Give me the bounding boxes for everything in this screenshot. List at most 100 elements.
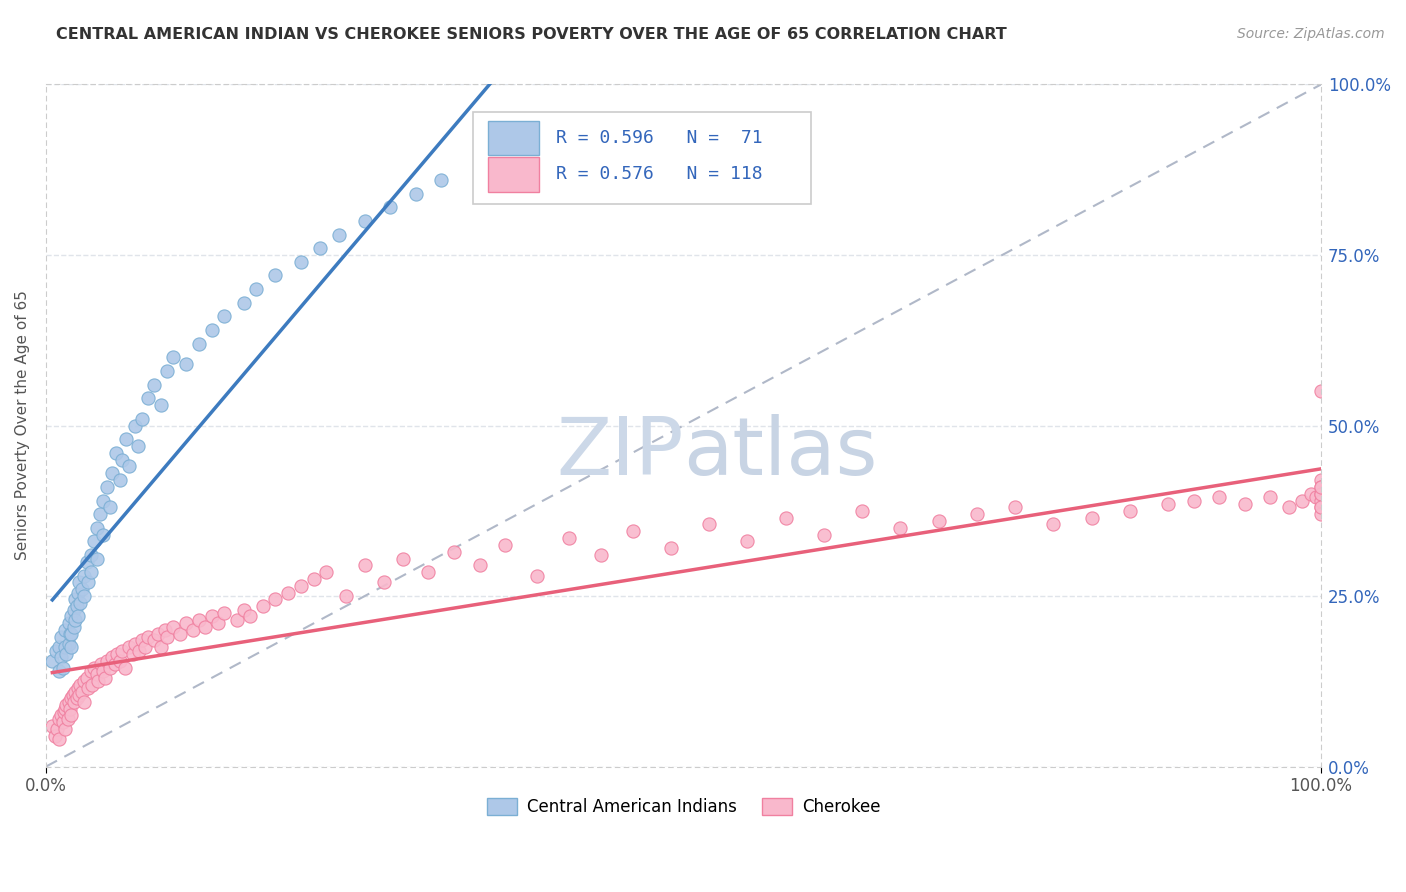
- Point: [181, 623, 204, 637]
- Point: [59, 626, 82, 640]
- Point: [79, 664, 101, 678]
- Point: [194, 620, 217, 634]
- Point: [328, 227, 350, 242]
- Point: [1233, 497, 1256, 511]
- Point: [60, 626, 83, 640]
- Point: [66, 681, 89, 695]
- Point: [58, 695, 80, 709]
- Point: [118, 640, 141, 655]
- Point: [813, 527, 835, 541]
- Point: [245, 282, 267, 296]
- Point: [55, 698, 77, 713]
- Point: [156, 364, 179, 378]
- Point: [48, 712, 70, 726]
- Point: [60, 609, 83, 624]
- Point: [73, 674, 96, 689]
- Point: [226, 613, 249, 627]
- Point: [53, 623, 76, 637]
- Point: [443, 544, 465, 558]
- Point: [53, 722, 76, 736]
- Point: [65, 691, 87, 706]
- Point: [96, 654, 118, 668]
- Point: [111, 452, 134, 467]
- Point: [108, 473, 131, 487]
- Point: [290, 254, 312, 268]
- Point: [118, 459, 141, 474]
- Point: [86, 521, 108, 535]
- Point: [69, 596, 91, 610]
- Point: [188, 336, 211, 351]
- Point: [1310, 493, 1333, 508]
- Point: [1208, 490, 1230, 504]
- Point: [52, 705, 75, 719]
- Point: [149, 398, 172, 412]
- Point: [136, 630, 159, 644]
- Point: [48, 664, 70, 678]
- Point: [63, 695, 86, 709]
- Point: [621, 524, 644, 539]
- Bar: [488, 120, 540, 154]
- Point: [108, 654, 131, 668]
- Point: [48, 640, 70, 655]
- Point: [1310, 384, 1333, 399]
- Point: [65, 592, 87, 607]
- Point: [162, 620, 184, 634]
- Point: [131, 633, 153, 648]
- Point: [93, 671, 115, 685]
- Point: [1310, 486, 1333, 500]
- Point: [67, 575, 90, 590]
- Point: [77, 681, 100, 695]
- Point: [418, 565, 440, 579]
- Point: [156, 630, 179, 644]
- Point: [96, 480, 118, 494]
- Point: [59, 701, 82, 715]
- Point: [1310, 480, 1333, 494]
- Point: [41, 654, 63, 668]
- Point: [264, 592, 287, 607]
- Text: ZIP: ZIP: [557, 414, 683, 491]
- Point: [79, 548, 101, 562]
- Point: [90, 657, 112, 672]
- Point: [105, 446, 128, 460]
- Point: [353, 558, 375, 573]
- Point: [63, 602, 86, 616]
- Point: [76, 671, 98, 685]
- Point: [1258, 490, 1281, 504]
- Point: [430, 173, 453, 187]
- Point: [1305, 490, 1327, 504]
- Point: [60, 691, 83, 706]
- Point: [60, 708, 83, 723]
- Point: [1310, 480, 1333, 494]
- Legend: Central American Indians, Cherokee: Central American Indians, Cherokee: [481, 791, 887, 823]
- Point: [121, 647, 143, 661]
- Point: [46, 722, 69, 736]
- Point: [1157, 497, 1180, 511]
- Point: [98, 500, 121, 515]
- Point: [51, 660, 73, 674]
- Point: [143, 633, 166, 648]
- Point: [51, 650, 73, 665]
- Point: [392, 551, 415, 566]
- Point: [309, 241, 332, 255]
- Point: [188, 613, 211, 627]
- Point: [51, 715, 73, 730]
- Point: [53, 640, 76, 655]
- Point: [134, 640, 156, 655]
- Bar: [488, 157, 540, 192]
- Point: [93, 493, 115, 508]
- Point: [380, 200, 402, 214]
- Point: [589, 548, 612, 562]
- Point: [65, 599, 87, 614]
- Point: [111, 643, 134, 657]
- Point: [405, 186, 427, 201]
- Point: [79, 565, 101, 579]
- Point: [60, 640, 83, 655]
- Point: [149, 640, 172, 655]
- Point: [659, 541, 682, 556]
- Point: [264, 268, 287, 283]
- Point: [69, 678, 91, 692]
- Point: [1310, 486, 1333, 500]
- Point: [101, 650, 124, 665]
- Point: [174, 616, 197, 631]
- Point: [373, 575, 395, 590]
